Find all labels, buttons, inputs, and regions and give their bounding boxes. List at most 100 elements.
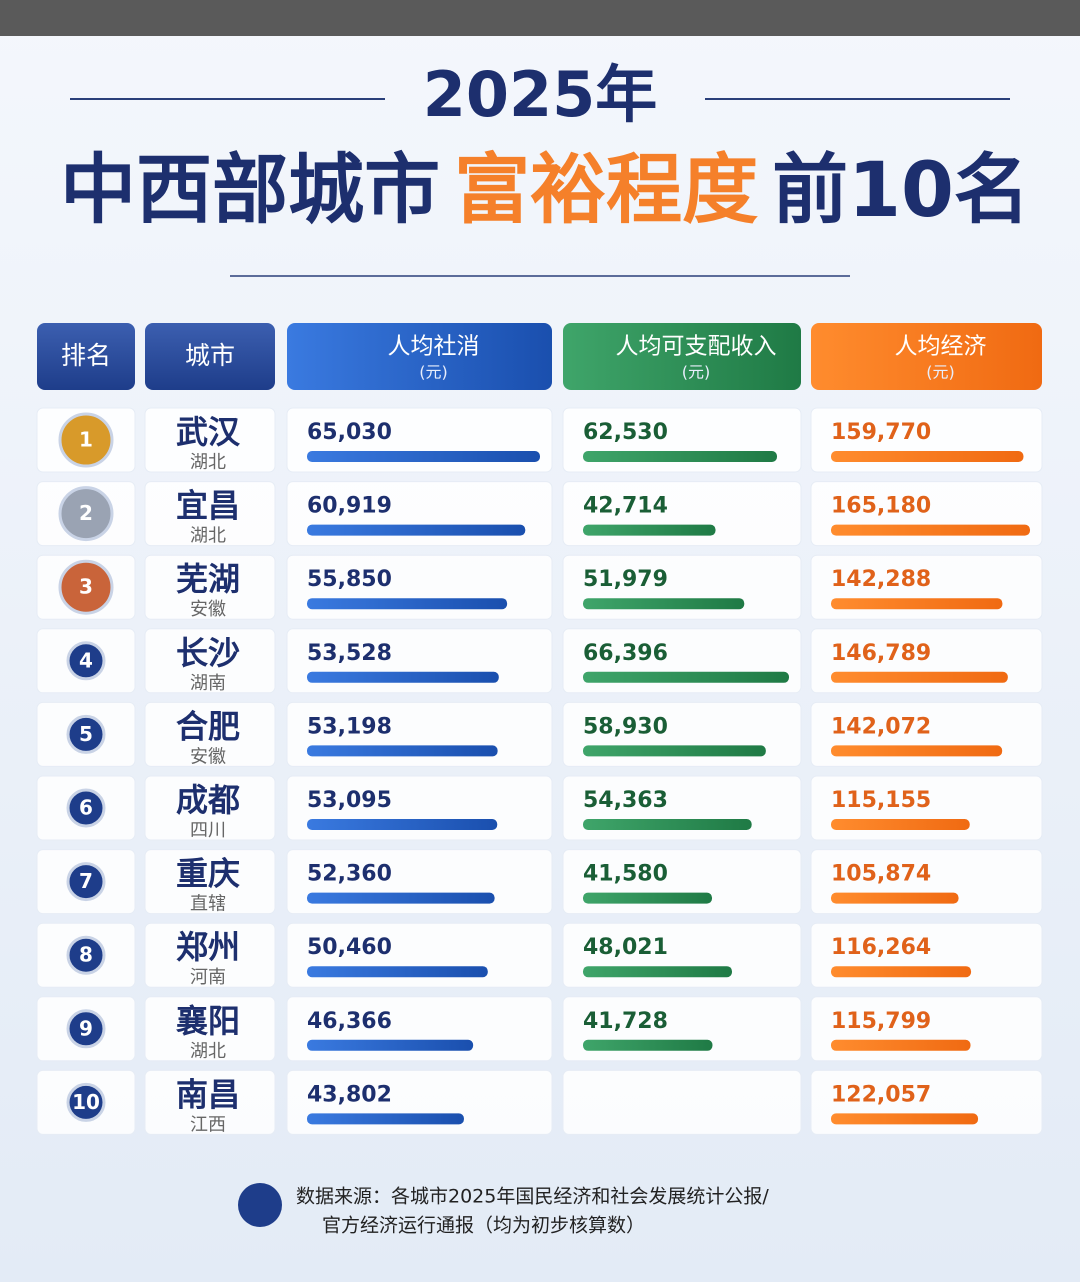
value-label: 51,979 bbox=[583, 567, 668, 592]
year: 2025年 bbox=[423, 58, 658, 131]
rank-badge bbox=[66, 714, 106, 754]
value-bar bbox=[307, 671, 499, 683]
value-label: 53,198 bbox=[307, 714, 392, 739]
rank-badge bbox=[58, 412, 114, 468]
title-part: 中西部城市 bbox=[60, 145, 440, 234]
status-bar bbox=[0, 0, 1080, 36]
value-bar bbox=[831, 524, 1030, 536]
rank-badge bbox=[66, 1082, 106, 1122]
value-bar bbox=[831, 598, 1003, 610]
rank: 1 bbox=[79, 428, 93, 452]
value-bar bbox=[831, 1113, 979, 1125]
value-label: 55,850 bbox=[307, 567, 392, 592]
value-bar bbox=[583, 598, 745, 610]
value-bar bbox=[831, 745, 1003, 757]
row-cell bbox=[144, 996, 276, 1062]
value-label: 159,770 bbox=[831, 420, 931, 445]
rank-badge bbox=[66, 862, 106, 902]
value-bar bbox=[307, 819, 498, 830]
value-bar bbox=[583, 819, 752, 830]
header-cell bbox=[37, 323, 135, 390]
rank: 3 bbox=[79, 575, 93, 599]
value-bar bbox=[583, 1039, 713, 1051]
value-bar bbox=[583, 671, 789, 683]
province: 湖南 bbox=[190, 673, 226, 694]
title-part: 前10名 bbox=[772, 145, 1030, 234]
province: 安徽 bbox=[190, 746, 226, 767]
city: 郑州 bbox=[176, 928, 240, 966]
value-label: 54,363 bbox=[583, 788, 668, 813]
value-bar bbox=[831, 892, 959, 904]
city: 长沙 bbox=[176, 634, 240, 672]
rank: 8 bbox=[79, 943, 93, 967]
province: 安徽 bbox=[190, 599, 226, 620]
header-label: 人均经济 bbox=[895, 334, 987, 360]
header-unit: (元) bbox=[682, 363, 711, 382]
rank: 6 bbox=[79, 796, 93, 820]
value-bar bbox=[583, 745, 766, 757]
value-label: 58,930 bbox=[583, 714, 668, 739]
rank: 9 bbox=[79, 1016, 93, 1040]
value-bar bbox=[307, 524, 526, 536]
value-label: 142,072 bbox=[831, 714, 931, 739]
value-label: 41,580 bbox=[583, 862, 668, 887]
row-cell bbox=[144, 481, 276, 547]
rank-badge bbox=[66, 1009, 106, 1049]
province: 湖北 bbox=[190, 452, 226, 473]
province: 直辖 bbox=[190, 894, 226, 915]
row-cell bbox=[144, 1069, 276, 1135]
rank: 7 bbox=[79, 869, 93, 893]
value-bar bbox=[307, 892, 495, 904]
value-label: 165,180 bbox=[831, 494, 931, 519]
header-cell bbox=[563, 323, 801, 390]
value-label: 60,919 bbox=[307, 494, 392, 519]
province: 湖北 bbox=[190, 526, 226, 547]
value-bar bbox=[307, 1039, 474, 1051]
rank-badge bbox=[58, 559, 114, 615]
header-label: 人均社消 bbox=[388, 334, 480, 360]
row-cell bbox=[562, 1069, 802, 1135]
value-bar bbox=[307, 451, 540, 462]
value-label: 53,095 bbox=[307, 788, 392, 813]
row-cell bbox=[144, 628, 276, 694]
header-cell bbox=[145, 323, 275, 390]
value-label: 62,530 bbox=[583, 420, 668, 445]
value-label: 53,528 bbox=[307, 641, 392, 666]
city: 襄阳 bbox=[176, 1002, 240, 1040]
rank: 4 bbox=[79, 648, 93, 672]
value-label: 66,396 bbox=[583, 641, 668, 666]
header-label: 排名 bbox=[61, 341, 111, 370]
value-label: 116,264 bbox=[831, 935, 931, 960]
rank-badge bbox=[66, 935, 106, 975]
value-bar bbox=[831, 966, 972, 978]
value-bar bbox=[307, 598, 508, 610]
value-bar bbox=[307, 1113, 464, 1125]
value-label: 142,288 bbox=[831, 567, 931, 592]
value-label: 105,874 bbox=[831, 862, 931, 887]
row-cell bbox=[144, 775, 276, 841]
footer-text: 数据来源：各城市2025年国民经济和社会发展统计公报/ bbox=[296, 1186, 769, 1208]
value-label: 48,021 bbox=[583, 935, 668, 960]
city: 合肥 bbox=[176, 707, 240, 745]
footer-text: 官方经济运行通报（均为初步核算数） bbox=[322, 1215, 645, 1237]
value-label: 41,728 bbox=[583, 1009, 668, 1034]
value-bar bbox=[831, 819, 970, 830]
main-title: 中西部城市 富裕程度 前10名 bbox=[60, 145, 1030, 234]
value-label: 46,366 bbox=[307, 1009, 392, 1034]
value-bar bbox=[583, 524, 716, 536]
value-label: 42,714 bbox=[583, 494, 668, 519]
title-part: 富裕程度 bbox=[454, 145, 758, 234]
value-bar bbox=[583, 451, 778, 462]
row-cell bbox=[144, 701, 276, 767]
row-cell bbox=[144, 554, 276, 620]
value-label: 115,155 bbox=[831, 788, 931, 813]
city: 芜湖 bbox=[176, 560, 240, 598]
city: 宜昌 bbox=[176, 487, 240, 525]
province: 四川 bbox=[190, 820, 226, 841]
province: 江西 bbox=[190, 1114, 226, 1135]
value-label: 115,799 bbox=[831, 1009, 931, 1034]
value-bar bbox=[583, 966, 732, 978]
value-bar bbox=[831, 451, 1024, 462]
header-label: 人均可支配收入 bbox=[616, 334, 777, 360]
city: 武汉 bbox=[176, 413, 241, 451]
